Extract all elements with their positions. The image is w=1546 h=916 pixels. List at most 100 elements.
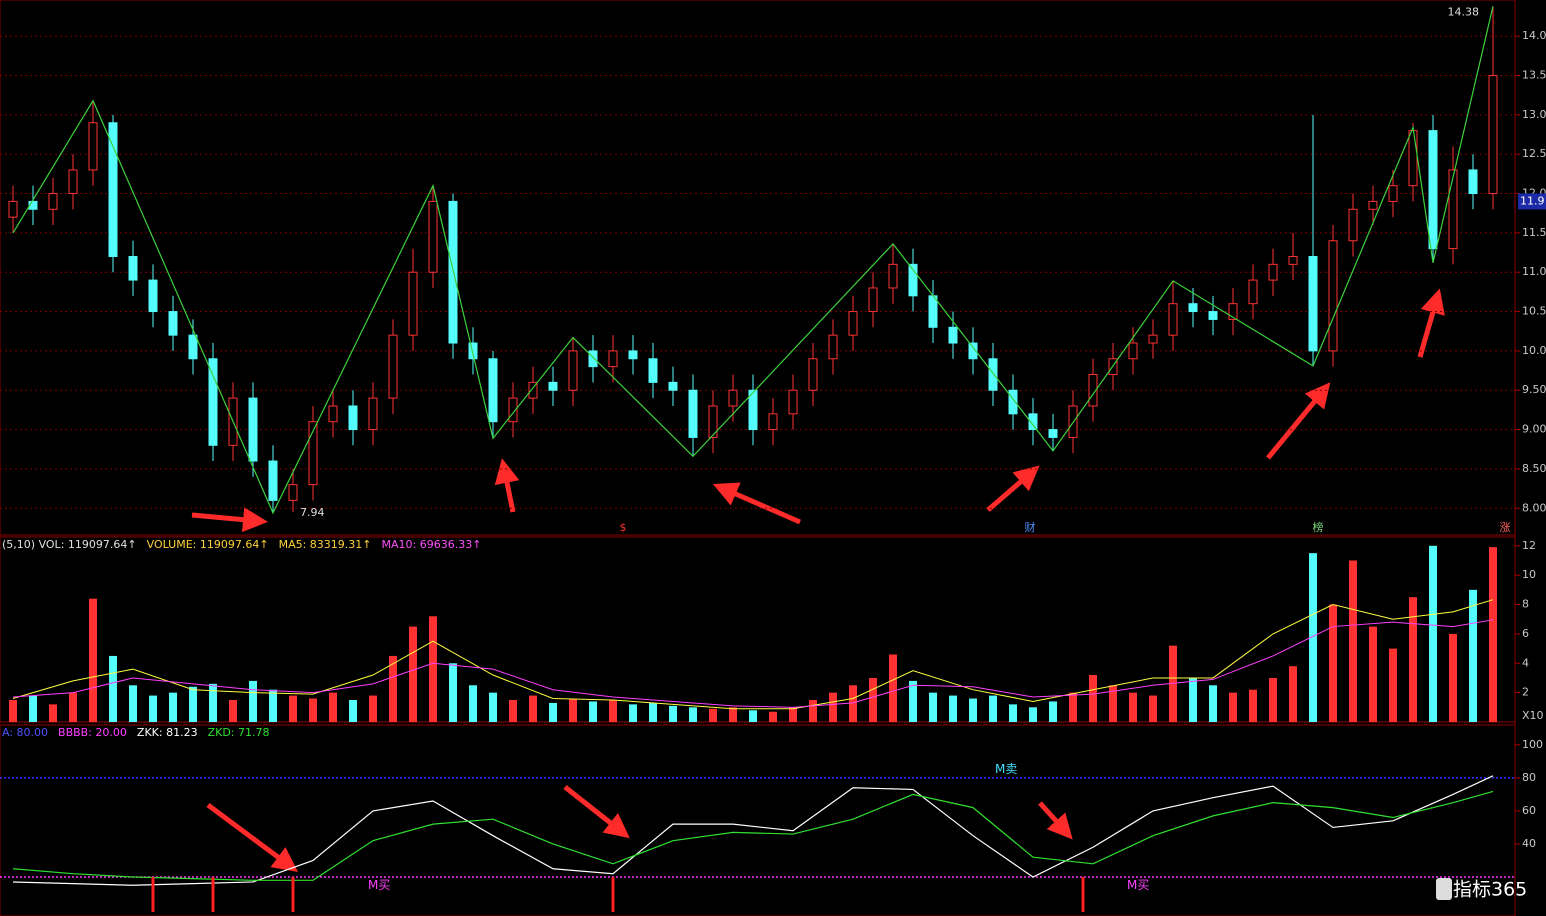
candle-body bbox=[1188, 303, 1198, 313]
buy-signal bbox=[211, 877, 215, 912]
volume-bar bbox=[809, 699, 817, 722]
candle-body bbox=[128, 255, 138, 281]
header-item: MA10: 69636.33↑ bbox=[382, 538, 482, 551]
candle-body bbox=[728, 389, 738, 407]
volume-bar bbox=[509, 699, 517, 722]
volume-bar bbox=[789, 707, 797, 722]
y-tick-label: 11.00 bbox=[1522, 265, 1546, 278]
volume-bar bbox=[249, 680, 257, 722]
candle-body bbox=[368, 397, 378, 431]
candle-body bbox=[1308, 255, 1318, 352]
volume-bar bbox=[909, 680, 917, 722]
volume-bar bbox=[729, 707, 737, 722]
volume-bar bbox=[1089, 675, 1097, 722]
candle-body bbox=[568, 350, 578, 391]
volume-bar bbox=[1009, 704, 1017, 722]
event-marker: $ bbox=[620, 521, 627, 534]
y-tick-label: 9.00 bbox=[1522, 423, 1546, 436]
volume-bar bbox=[1449, 633, 1457, 722]
volume-bar bbox=[1389, 648, 1397, 722]
volume-bar bbox=[1189, 677, 1197, 722]
buy-signal bbox=[291, 877, 295, 912]
volume-bar bbox=[449, 663, 457, 722]
volume-bar bbox=[669, 705, 677, 722]
ma-line bbox=[12, 599, 1494, 710]
volume-bar bbox=[1149, 695, 1157, 722]
volume-bar bbox=[889, 654, 897, 722]
y-tick-label: 40 bbox=[1522, 837, 1536, 850]
candle-body bbox=[968, 342, 978, 360]
volume-bar bbox=[9, 699, 17, 722]
candle-body bbox=[608, 350, 618, 368]
volume-bar bbox=[709, 708, 717, 722]
candle-body bbox=[48, 193, 58, 210]
y-tick-label: 8.50 bbox=[1522, 462, 1546, 475]
candle-body bbox=[788, 389, 798, 415]
volume-bar bbox=[409, 626, 417, 722]
volume-bar bbox=[1289, 666, 1297, 722]
volume-bar bbox=[829, 692, 837, 722]
candle-body bbox=[1328, 240, 1338, 352]
volume-panel bbox=[0, 536, 1516, 723]
volume-bar bbox=[1409, 597, 1417, 722]
volume-bar bbox=[69, 692, 77, 722]
candle-body bbox=[168, 311, 178, 336]
volume-bar bbox=[1109, 685, 1117, 722]
volume-bar bbox=[1129, 692, 1137, 722]
arrow bbox=[712, 482, 801, 525]
volume-bar bbox=[269, 689, 277, 722]
volume-bar bbox=[289, 695, 297, 722]
candle-body bbox=[208, 358, 218, 446]
y-tick-label: 60 bbox=[1522, 804, 1536, 817]
candle-body bbox=[248, 397, 258, 462]
candle-body bbox=[908, 263, 918, 297]
volume-bar bbox=[149, 695, 157, 722]
arrow bbox=[1417, 288, 1445, 358]
volume-bar bbox=[1069, 692, 1077, 722]
volume-bar bbox=[849, 685, 857, 722]
candle-body bbox=[1468, 169, 1478, 195]
candle-body bbox=[308, 421, 318, 486]
candle-body bbox=[1428, 130, 1438, 250]
price-tag: 11.9 bbox=[1520, 194, 1545, 207]
volume-bar bbox=[29, 695, 37, 722]
event-marker: 涨 bbox=[1500, 521, 1511, 534]
y-tick-label: 100 bbox=[1522, 738, 1543, 751]
candle-body bbox=[988, 358, 998, 391]
volume-bar bbox=[429, 616, 437, 722]
candle-body bbox=[1388, 185, 1398, 202]
volume-bar bbox=[169, 692, 177, 722]
zigzag-line bbox=[12, 6, 1494, 515]
volume-bar bbox=[209, 683, 217, 722]
header-item: VOLUME: 119097.64↑ bbox=[147, 538, 269, 551]
volume-bar bbox=[1489, 547, 1497, 722]
indicator-line bbox=[12, 790, 1494, 881]
volume-bar bbox=[609, 699, 617, 722]
volume-bar bbox=[1229, 692, 1237, 722]
y-tick-label: 11.50 bbox=[1522, 226, 1546, 239]
buy-signal bbox=[611, 877, 615, 912]
volume-bar bbox=[329, 692, 337, 722]
candle-body bbox=[1028, 413, 1038, 431]
candle-body bbox=[1208, 311, 1218, 320]
buy-signal bbox=[1081, 877, 1085, 912]
y-tick-label: 13.50 bbox=[1522, 69, 1546, 82]
volume-bar bbox=[1269, 677, 1277, 722]
volume-bar bbox=[1309, 553, 1317, 722]
candle-body bbox=[828, 334, 838, 360]
y-tick-label: 2 bbox=[1522, 686, 1529, 699]
volume-bar bbox=[469, 685, 477, 722]
y-tick-label: 4 bbox=[1522, 656, 1529, 669]
indicator-header: (5,10) VOL: 119097.64↑ VOLUME: 119097.64↑… bbox=[2, 538, 481, 551]
candle-body bbox=[68, 169, 78, 195]
candle-body bbox=[868, 287, 878, 313]
indicator-line bbox=[12, 775, 1494, 886]
y-tick-label: 14.00 bbox=[1522, 29, 1546, 42]
volume-bar bbox=[689, 707, 697, 722]
volume-bar bbox=[1429, 545, 1437, 722]
indicator-header: A: 80.00 BBBB: 20.00 ZKK: 81.23 ZKD: 71.78 bbox=[2, 726, 270, 739]
signal-label: M买 bbox=[1127, 878, 1149, 892]
ma-line bbox=[12, 619, 1494, 708]
header-item: MA5: 83319.31↑ bbox=[279, 538, 372, 551]
candle-body bbox=[508, 397, 518, 423]
